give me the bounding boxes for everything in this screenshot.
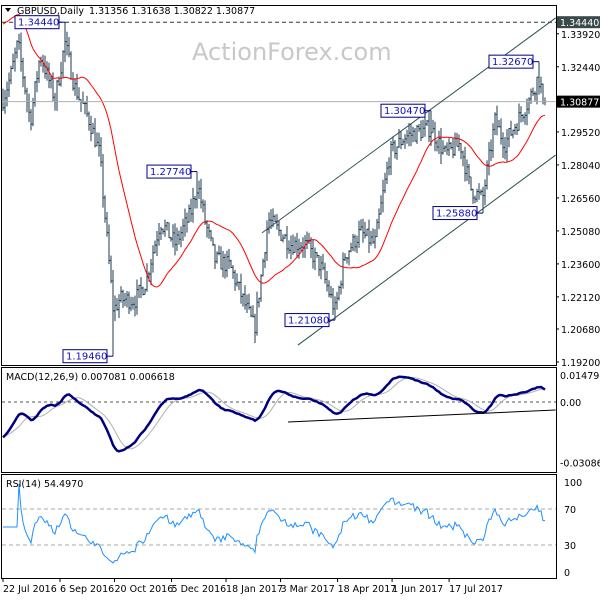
price-tick-label: 1.32440	[561, 63, 600, 74]
symbol-label: GBPUSD,Daily	[17, 6, 84, 17]
high-price-tag	[557, 16, 600, 29]
rsi-tick-label: 30	[564, 541, 576, 552]
level-label-box	[14, 15, 60, 30]
level-label-box	[62, 349, 108, 364]
rsi-tick-label: 100	[564, 478, 582, 489]
rsi-tick-label: 70	[564, 505, 576, 516]
macd-tick-label: -0.030868	[560, 458, 600, 469]
level-label-low: 1.25880	[436, 209, 477, 220]
macd-title: MACD(12,26,9) 0.007081 0.006618	[6, 372, 175, 383]
rsi-panel	[1, 474, 557, 579]
date-tick-label: 20 Oct 2016	[115, 584, 174, 595]
date-tick-label: 6 Sep 2016	[60, 584, 114, 595]
ohlc-values: 1.31356 1.31638 1.30822 1.30877	[89, 6, 255, 17]
price-tick-label: 1.20680	[561, 325, 600, 336]
rsi-tick-label: 0	[564, 568, 570, 579]
moving-average-line	[2, 14, 546, 288]
level-label-high: 1.34440	[18, 18, 59, 29]
date-tick-label: 18 Jan 2017	[226, 584, 283, 595]
channel-upper-trendline	[261, 17, 556, 234]
level-label-box	[432, 206, 478, 221]
price-tick-label: 1.34440	[560, 18, 599, 29]
date-tick-label: 18 Apr 2017	[338, 584, 397, 595]
price-tick-label: 1.33920	[561, 30, 600, 41]
level-label-high: 1.30470	[384, 106, 425, 117]
price-tick-label: 1.29520	[561, 128, 600, 139]
level-label-high: 1.32670	[492, 57, 533, 68]
level-label-low: 1.21080	[288, 316, 329, 327]
macd-signal-line	[2, 377, 546, 450]
level-label-box	[146, 164, 192, 179]
price-tick-label: 1.19200	[561, 358, 600, 369]
macd-panel	[1, 367, 557, 473]
macd-line	[2, 375, 546, 453]
price-tick-label: 1.23600	[561, 260, 600, 271]
watermark: ActionForex.com	[192, 38, 392, 66]
date-tick-label: 17 Jul 2017	[449, 584, 503, 595]
main-panel	[1, 5, 557, 366]
rsi-line	[3, 483, 545, 564]
date-tick-label: 5 Dec 2016	[172, 584, 227, 595]
rsi-title: RSI(14) 54.4970	[6, 479, 83, 490]
price-tick-label: 1.26560	[561, 194, 600, 205]
price-tick-label: 1.28040	[561, 161, 600, 172]
macd-tick-label: 0.00	[560, 398, 581, 409]
date-tick-label: 3 Mar 2017	[281, 584, 335, 595]
level-label-low: 1.19460	[66, 352, 107, 363]
channel-lower-trendline	[297, 154, 556, 346]
current-price-label: 1.30877	[560, 98, 599, 109]
level-label-box	[380, 103, 426, 118]
dropdown-triangle-icon[interactable]	[5, 8, 11, 12]
level-label-box	[284, 313, 330, 328]
level-label-box	[488, 54, 534, 69]
date-tick-label: 1 Jun 2017	[392, 584, 443, 595]
price-tick-label: 1.22120	[561, 293, 600, 304]
current-price-tag	[557, 95, 600, 108]
level-label-high: 1.27740	[150, 167, 191, 178]
macd-tick-label: 0.014797	[560, 371, 600, 382]
macd-support-trendline	[287, 409, 556, 423]
date-tick-label: 22 Jul 2016	[3, 584, 57, 595]
price-tick-label: 1.25080	[561, 227, 600, 238]
